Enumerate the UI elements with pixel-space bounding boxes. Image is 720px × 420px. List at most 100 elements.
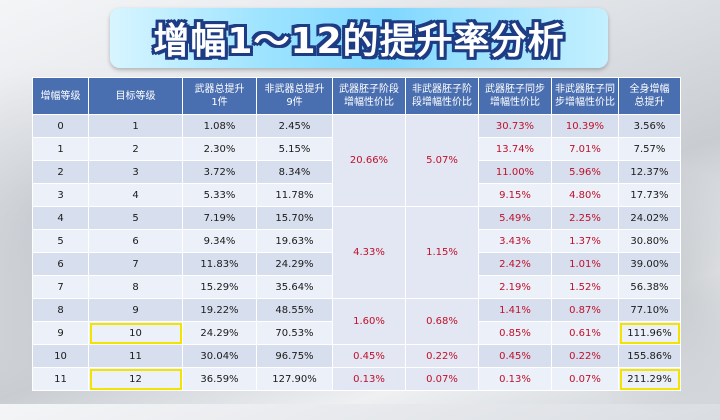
cell-nonweapon-total: 11.78% bbox=[256, 183, 333, 207]
cell-weapon-stage: 20.66% bbox=[332, 114, 406, 207]
cell-nonweapon-sync: 1.52% bbox=[551, 275, 619, 299]
cell-total: 17.73% bbox=[618, 183, 681, 207]
cell-target: 9 bbox=[88, 298, 183, 322]
cell-level: 11 bbox=[32, 367, 89, 391]
cell-weapon-stage: 0.45% bbox=[332, 344, 406, 368]
cell-nonweapon-total: 48.55% bbox=[256, 298, 333, 322]
cell-weapon-total: 3.72% bbox=[182, 160, 257, 184]
cell-nonweapon-total: 5.15% bbox=[256, 137, 333, 161]
cell-nonweapon-stage: 0.68% bbox=[405, 298, 479, 345]
cell-nonweapon-stage: 0.22% bbox=[405, 344, 479, 368]
cell-weapon-sync: 9.15% bbox=[478, 183, 552, 207]
cell-weapon-total: 11.83% bbox=[182, 252, 257, 276]
cell-level: 4 bbox=[32, 206, 89, 230]
cell-nonweapon-sync: 2.25% bbox=[551, 206, 619, 230]
header-nonweapon-sync: 非武器胚子同 步增幅性价比 bbox=[551, 77, 619, 115]
cell-total: 24.02% bbox=[618, 206, 681, 230]
cell-level: 1 bbox=[32, 137, 89, 161]
cell-level: 5 bbox=[32, 229, 89, 253]
cell-weapon-total: 5.33% bbox=[182, 183, 257, 207]
cell-nonweapon-sync: 7.01% bbox=[551, 137, 619, 161]
cell-nonweapon-stage: 0.07% bbox=[405, 367, 479, 391]
header-weapon-sync: 武器胚子同步 增幅性价比 bbox=[478, 77, 552, 115]
cell-nonweapon-total: 127.90% bbox=[256, 367, 333, 391]
header-text: 全身增幅 bbox=[629, 84, 670, 95]
cell-total: 211.29% bbox=[618, 367, 681, 391]
cell-weapon-total: 9.34% bbox=[182, 229, 257, 253]
header-text: 增幅等级 bbox=[40, 90, 81, 102]
table-row: 2 3 3.72% 8.34% 11.00% 5.96% 12.37% bbox=[32, 160, 681, 184]
cell-weapon-stage: 1.60% bbox=[332, 298, 406, 345]
cell-total: 12.37% bbox=[618, 160, 681, 184]
table-row: 3 4 5.33% 11.78% 9.15% 4.80% 17.73% bbox=[32, 183, 681, 207]
header-weapon-stage: 武器胚子阶段 增幅性价比 bbox=[332, 77, 406, 115]
cell-level: 0 bbox=[32, 114, 89, 138]
cell-total: 111.96% bbox=[618, 321, 681, 345]
cell-weapon-total: 7.19% bbox=[182, 206, 257, 230]
cell-nonweapon-total: 8.34% bbox=[256, 160, 333, 184]
table-header-row: 增幅等级 目标等级 武器总提升 1件 非武器总提升 9件 武器胚子阶段 增幅性价比 非武器胚子阶… bbox=[32, 77, 681, 115]
header-text: 武器胚子阶段 bbox=[339, 84, 399, 95]
cell-nonweapon-sync: 0.07% bbox=[551, 367, 619, 391]
header-text: 非武器胚子同 bbox=[555, 84, 615, 95]
cell-weapon-stage: 4.33% bbox=[332, 206, 406, 299]
cell-target: 12 bbox=[88, 367, 183, 391]
cell-nonweapon-sync: 0.22% bbox=[551, 344, 619, 368]
cell-target: 8 bbox=[88, 275, 183, 299]
cell-level: 6 bbox=[32, 252, 89, 276]
cell-weapon-sync: 13.74% bbox=[478, 137, 552, 161]
cell-nonweapon-total: 35.64% bbox=[256, 275, 333, 299]
cell-nonweapon-total: 24.29% bbox=[256, 252, 333, 276]
cell-nonweapon-sync: 1.37% bbox=[551, 229, 619, 253]
header-text: 非武器总提升 bbox=[264, 84, 325, 95]
cell-weapon-sync: 11.00% bbox=[478, 160, 552, 184]
cell-level: 9 bbox=[32, 321, 89, 345]
cell-total: 30.80% bbox=[618, 229, 681, 253]
cell-target: 4 bbox=[88, 183, 183, 207]
cell-nonweapon-sync: 0.61% bbox=[551, 321, 619, 345]
cell-total: 39.00% bbox=[618, 252, 681, 276]
table-row: 4 5 7.19% 15.70% 4.33% 1.15% 5.49% 2.25% 24.02% bbox=[32, 206, 681, 299]
header-text: 增幅性价比 bbox=[344, 97, 394, 108]
title-banner: 增幅1～12的提升率分析 bbox=[110, 8, 608, 68]
cell-weapon-total: 30.04% bbox=[182, 344, 257, 368]
cell-weapon-sync: 3.43% bbox=[478, 229, 552, 253]
table-row: 7 8 15.29% 35.64% 2.19% 1.52% 56.38% bbox=[32, 275, 681, 299]
table-row: 6 7 11.83% 24.29% 2.42% 1.01% 39.00% bbox=[32, 252, 681, 276]
cell-nonweapon-stage: 5.07% bbox=[405, 114, 479, 207]
header-target: 目标等级 bbox=[88, 77, 183, 115]
cell-weapon-total: 2.30% bbox=[182, 137, 257, 161]
cell-nonweapon-total: 19.63% bbox=[256, 229, 333, 253]
table-row: 1 2 2.30% 5.15% 13.74% 7.01% 7.57% bbox=[32, 137, 681, 161]
cell-target: 6 bbox=[88, 229, 183, 253]
table-row: 8 9 19.22% 48.55% 1.60% 0.68% 1.41% 0.87% 77.10% bbox=[32, 298, 681, 345]
cell-weapon-sync: 30.73% bbox=[478, 114, 552, 138]
header-text: 武器总提升 bbox=[194, 84, 245, 95]
cell-weapon-total: 15.29% bbox=[182, 275, 257, 299]
cell-nonweapon-sync: 4.80% bbox=[551, 183, 619, 207]
header-total: 全身增幅 总提升 bbox=[618, 77, 681, 115]
cell-nonweapon-total: 70.53% bbox=[256, 321, 333, 345]
header-text: 非武器胚子阶 bbox=[412, 84, 472, 95]
cell-weapon-sync: 0.45% bbox=[478, 344, 552, 368]
cell-weapon-total: 19.22% bbox=[182, 298, 257, 322]
cell-target: 2 bbox=[88, 137, 183, 161]
cell-nonweapon-total: 15.70% bbox=[256, 206, 333, 230]
cell-weapon-stage: 0.13% bbox=[332, 367, 406, 391]
header-text: 总提升 bbox=[634, 97, 665, 108]
cell-nonweapon-total: 2.45% bbox=[256, 114, 333, 138]
cell-target: 10 bbox=[88, 321, 183, 345]
cell-nonweapon-sync: 1.01% bbox=[551, 252, 619, 276]
cell-weapon-total: 36.59% bbox=[182, 367, 257, 391]
cell-nonweapon-sync: 5.96% bbox=[551, 160, 619, 184]
cell-weapon-sync: 2.19% bbox=[478, 275, 552, 299]
cell-weapon-sync: 1.41% bbox=[478, 298, 552, 322]
table-row: 11 12 36.59% 127.90% 0.13% 0.07% 0.13% 0.07% 211… bbox=[32, 367, 681, 391]
header-text: 武器胚子同步 bbox=[485, 84, 545, 95]
header-text: 段增幅性价比 bbox=[412, 97, 472, 108]
cell-weapon-sync: 0.85% bbox=[478, 321, 552, 345]
cell-level: 10 bbox=[32, 344, 89, 368]
header-text: 1件 bbox=[211, 97, 228, 108]
cell-weapon-sync: 2.42% bbox=[478, 252, 552, 276]
cell-total: 3.56% bbox=[618, 114, 681, 138]
